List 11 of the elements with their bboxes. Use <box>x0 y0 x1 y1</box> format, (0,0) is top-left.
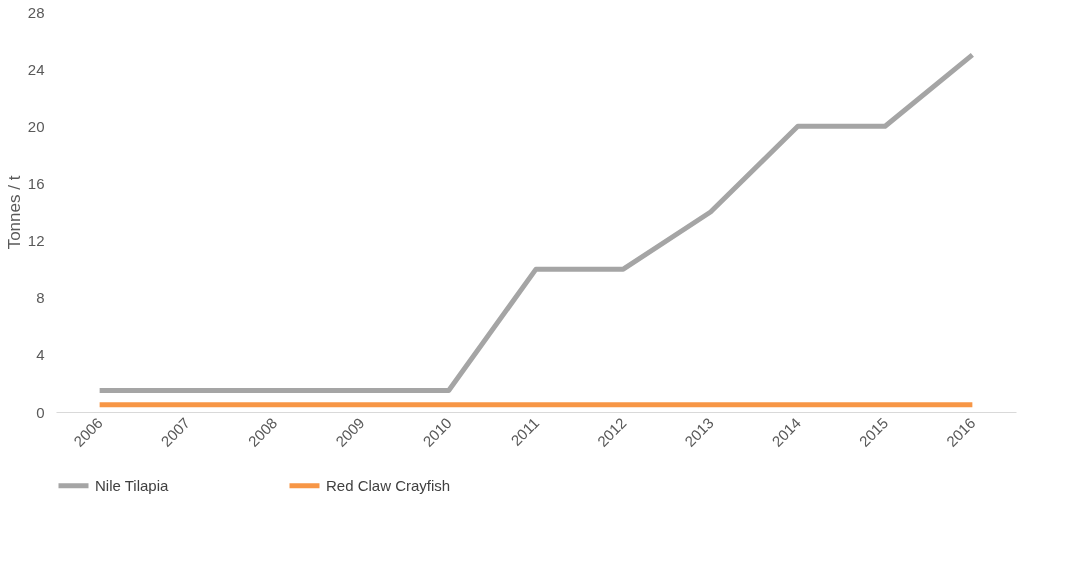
y-tick-label: 4 <box>36 346 45 364</box>
y-tick-label: 28 <box>27 3 45 21</box>
y-tick-label: 0 <box>36 403 45 421</box>
y-tick-label: 8 <box>36 289 45 307</box>
y-axis-title: Tonnes / t <box>4 175 24 250</box>
legend-label: Nile Tilapia <box>95 476 170 494</box>
y-tick-label: 16 <box>27 174 45 192</box>
y-tick-label: 20 <box>27 117 45 135</box>
legend-label: Red Claw Crayfish <box>326 476 451 494</box>
y-tick-label: 12 <box>27 232 45 250</box>
y-tick-label: 24 <box>27 60 45 78</box>
